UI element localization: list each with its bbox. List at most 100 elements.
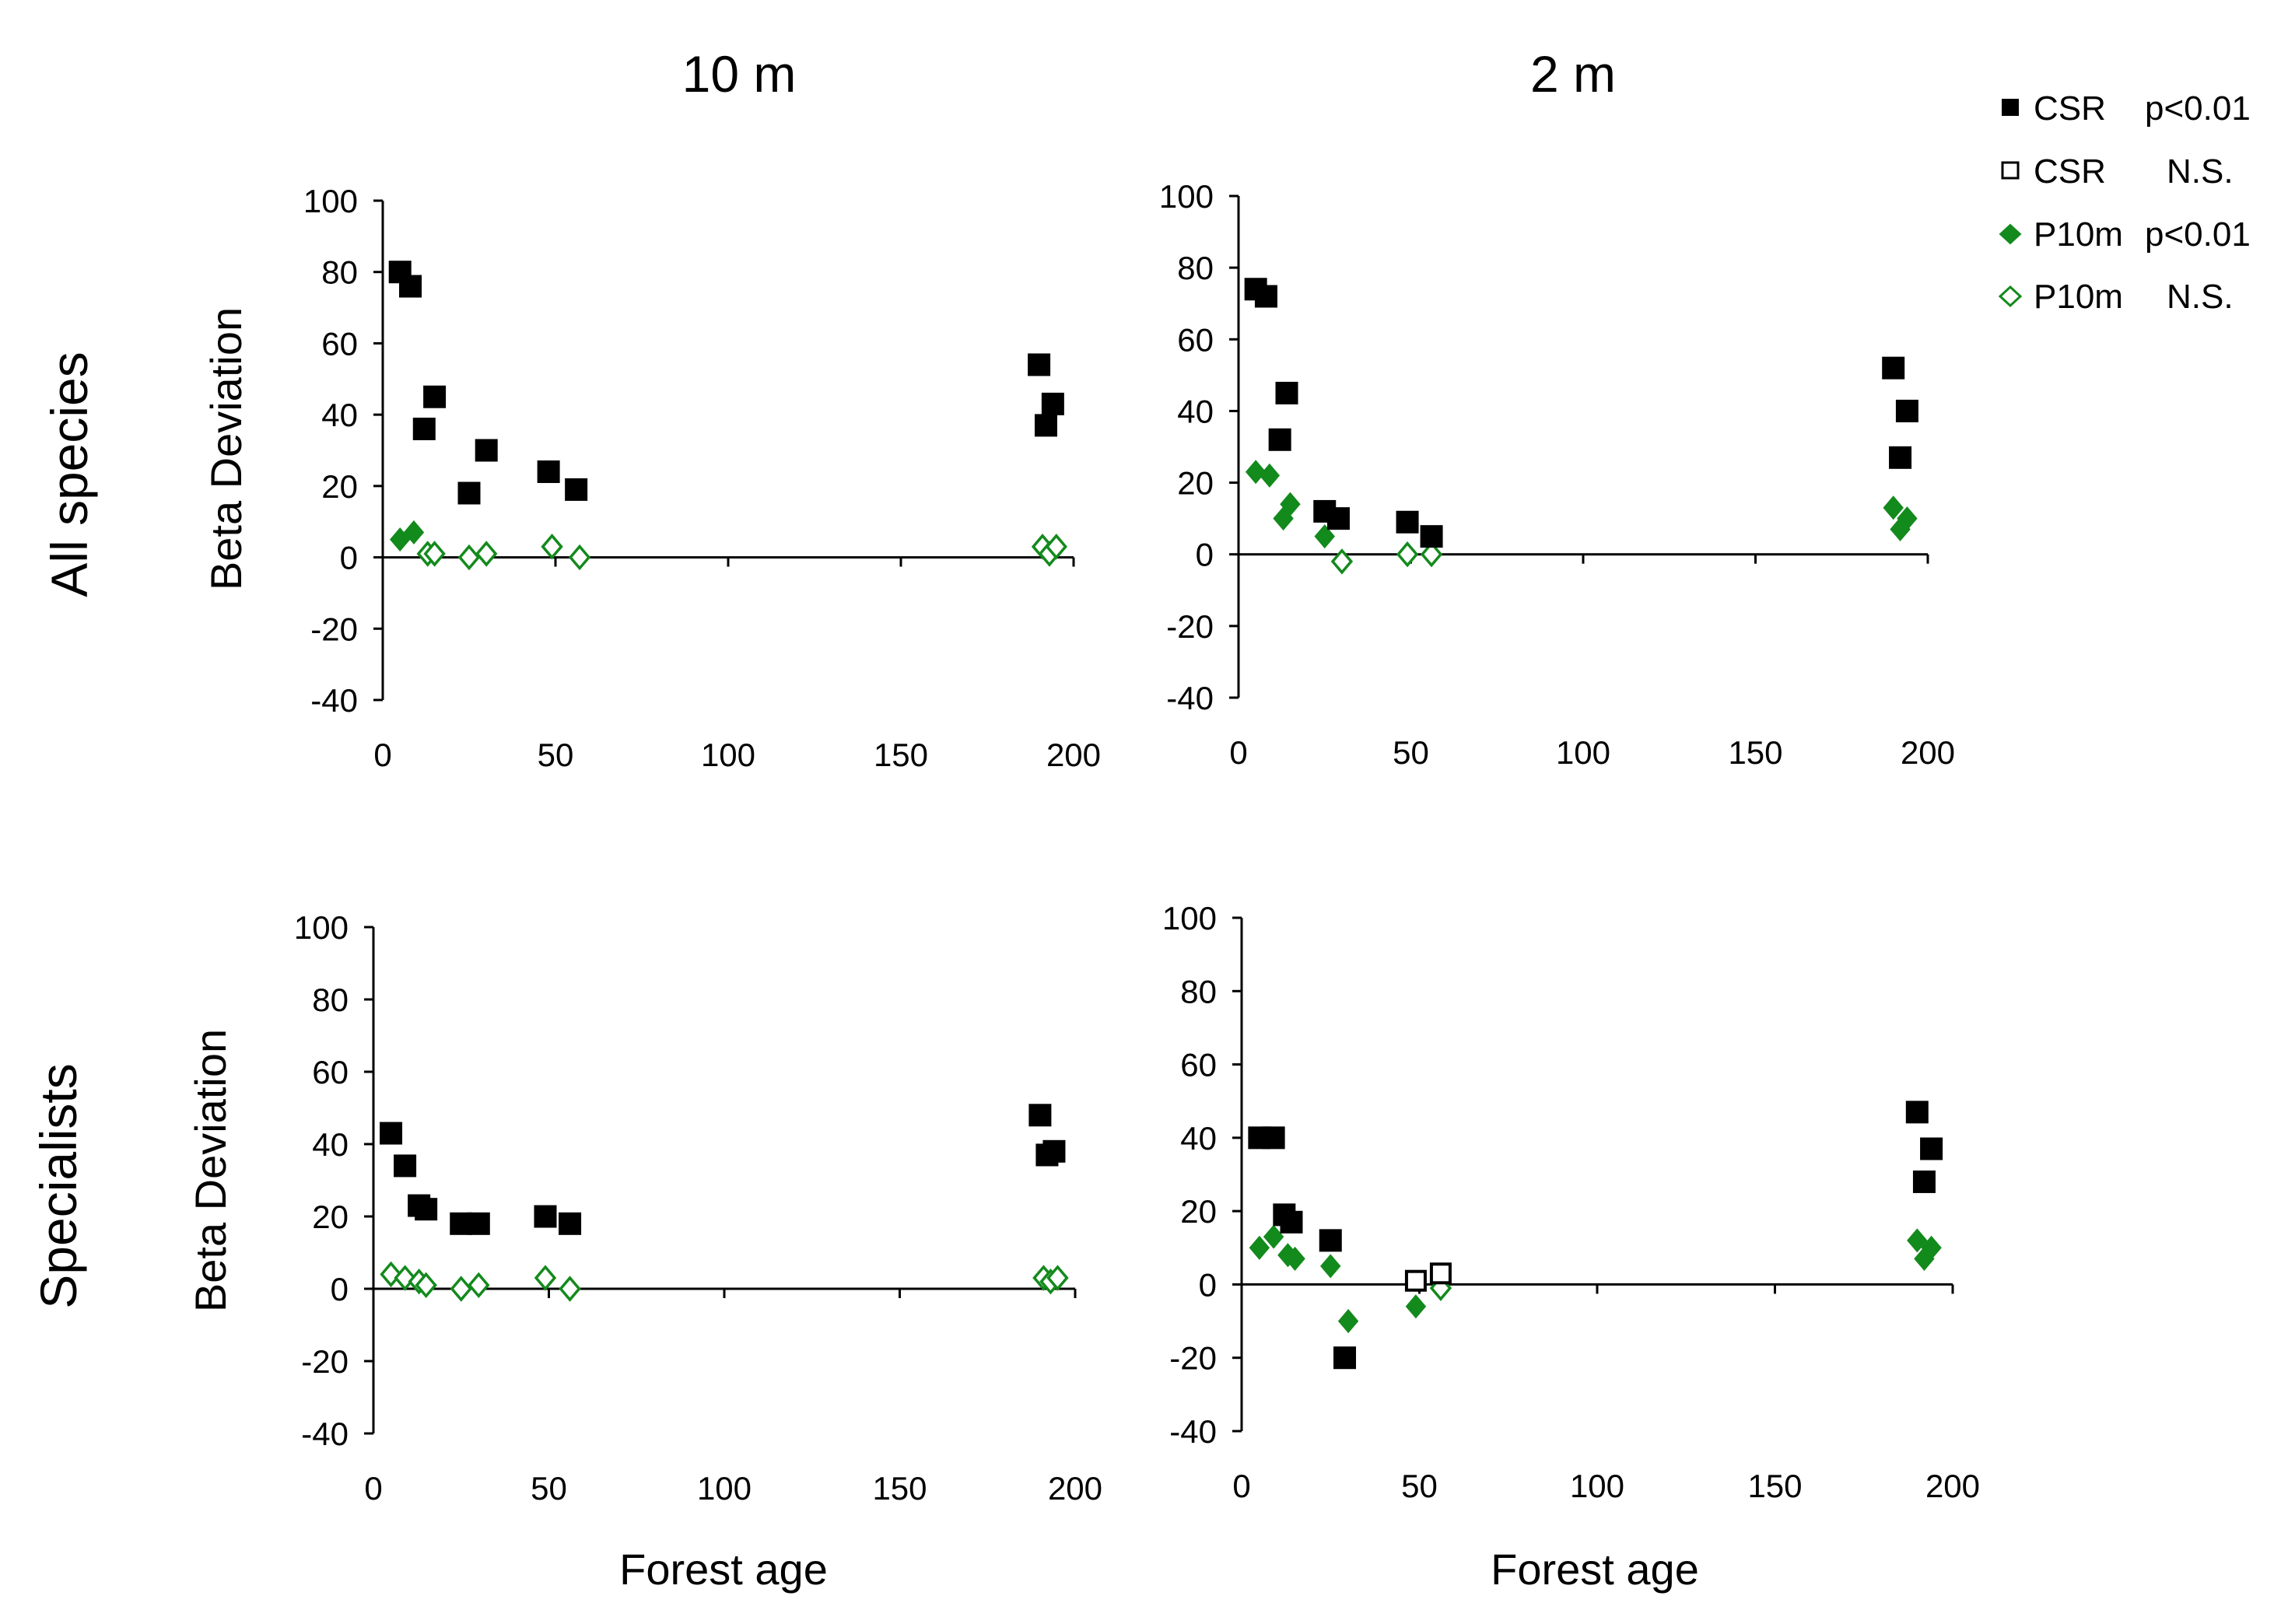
y-axis-title: Beta Deviation [201,307,251,590]
y-tick-label: 20 [1177,465,1214,502]
csr-point [1319,1229,1342,1252]
x-tick-label: 50 [1401,1468,1438,1504]
p10m-point [1259,463,1281,488]
legend-marker-p10m-filled [1999,223,2022,245]
y-tick-label: -40 [1166,680,1214,716]
y-tick-label: -20 [1169,1340,1217,1377]
x-tick-label: 50 [538,737,574,773]
x-tick-label: 200 [1046,737,1101,773]
y-tick-label: 60 [1177,321,1214,358]
p10m-point-ns [1046,1265,1069,1291]
legend-marker-csr-open [2001,161,2020,180]
y-tick-label: 40 [312,1126,349,1163]
p10m-point-ns [457,544,481,571]
csr-point [1905,1101,1929,1124]
y-tick-label: 60 [1180,1047,1217,1083]
x-tick-label: 150 [1728,734,1782,771]
p10m-point-ns [559,1276,581,1302]
y-axis-title: Beta Deviation [186,1029,235,1312]
y-tick-label: -40 [310,682,358,719]
p10m-point [1320,1254,1341,1279]
p10m-point [1405,1294,1427,1319]
x-tick-label: 0 [1229,734,1247,771]
y-tick-label: 100 [303,183,358,219]
csr-point [1268,428,1291,451]
csr-point [1420,525,1443,548]
p10m-point [1245,460,1267,485]
x-tick-label: 0 [364,1470,382,1507]
csr-point [394,1154,417,1178]
csr-point [1034,414,1057,437]
legend-label-csr: CSR [2034,89,2106,128]
csr-point [1912,1170,1936,1193]
csr-point [1882,356,1905,380]
csr-point [1396,510,1419,534]
y-tick-label: 40 [1177,393,1214,429]
p10m-point-ns [468,1272,490,1299]
y-tick-label: 0 [340,540,358,576]
legend-label-p10m-ns: P10m [2034,278,2123,316]
p10m-point [1249,1235,1270,1260]
p10m-point [1314,524,1335,549]
p10m-point [1263,1224,1284,1249]
y-tick-label: 0 [331,1271,349,1307]
row-label-all-species: All species [40,352,98,597]
p10m-point [389,527,411,552]
csr-point [565,478,588,501]
csr-point [412,417,436,440]
csr-point [399,275,422,298]
csr-point [559,1212,582,1235]
csr-point-ns [1404,1269,1427,1292]
x-tick-label: 150 [874,737,928,773]
x-tick-label: 100 [697,1470,752,1507]
legend-label-p10m: P10m [2034,215,2123,254]
y-tick-label: 20 [312,1199,349,1235]
column-title-10m: 10 m [682,45,797,103]
x-tick-label: 100 [1570,1468,1624,1504]
p10m-point-ns [450,1276,472,1302]
x-tick-label: 200 [1925,1468,1980,1504]
p10m-point [403,520,425,545]
csr-point [1280,1210,1303,1234]
csr-point [475,439,498,462]
legend-marker-p10m-open [1998,285,2023,308]
csr-point [534,1205,557,1228]
y-tick-label: 60 [312,1054,349,1090]
csr-point [1042,1139,1066,1163]
p10m-point [1337,1309,1359,1334]
csr-point [1041,392,1064,415]
p10m-point-ns [541,534,563,560]
x-axis-title: Forest age [1491,1545,1699,1594]
x-tick-label: 200 [1048,1470,1102,1507]
p10m-point-ns [568,544,591,571]
x-tick-label: 150 [1747,1468,1802,1504]
x-tick-label: 150 [872,1470,927,1507]
p10m-point-ns [1045,534,1067,560]
p10m-point [1284,1246,1305,1271]
csr-point [415,1198,438,1221]
csr-point [1262,1126,1285,1150]
csr-point [1254,285,1277,308]
y-tick-label: 20 [1180,1193,1217,1230]
p10m-point [1280,492,1301,516]
legend-label-csr-ns: CSR [2034,152,2106,191]
y-tick-label: 0 [1196,537,1214,573]
x-tick-label: 50 [1393,734,1429,771]
csr-point [423,385,447,408]
legend-sig-csr-ns: N.S. [2167,152,2234,191]
p10m-point [1907,1228,1928,1253]
x-tick-label: 0 [373,737,391,773]
p10m-point-ns [1420,541,1443,568]
legend-sig-csr: p<0.01 [2145,89,2251,128]
y-tick-label: -40 [1169,1413,1217,1450]
x-tick-label: 50 [531,1470,567,1507]
y-tick-label: -40 [301,1416,349,1452]
legend-marker-csr-filled [2002,99,2019,116]
p10m-point [1883,495,1904,520]
legend-sig-p10m-ns: N.S. [2167,278,2234,316]
csr-point-ns [1429,1262,1452,1285]
